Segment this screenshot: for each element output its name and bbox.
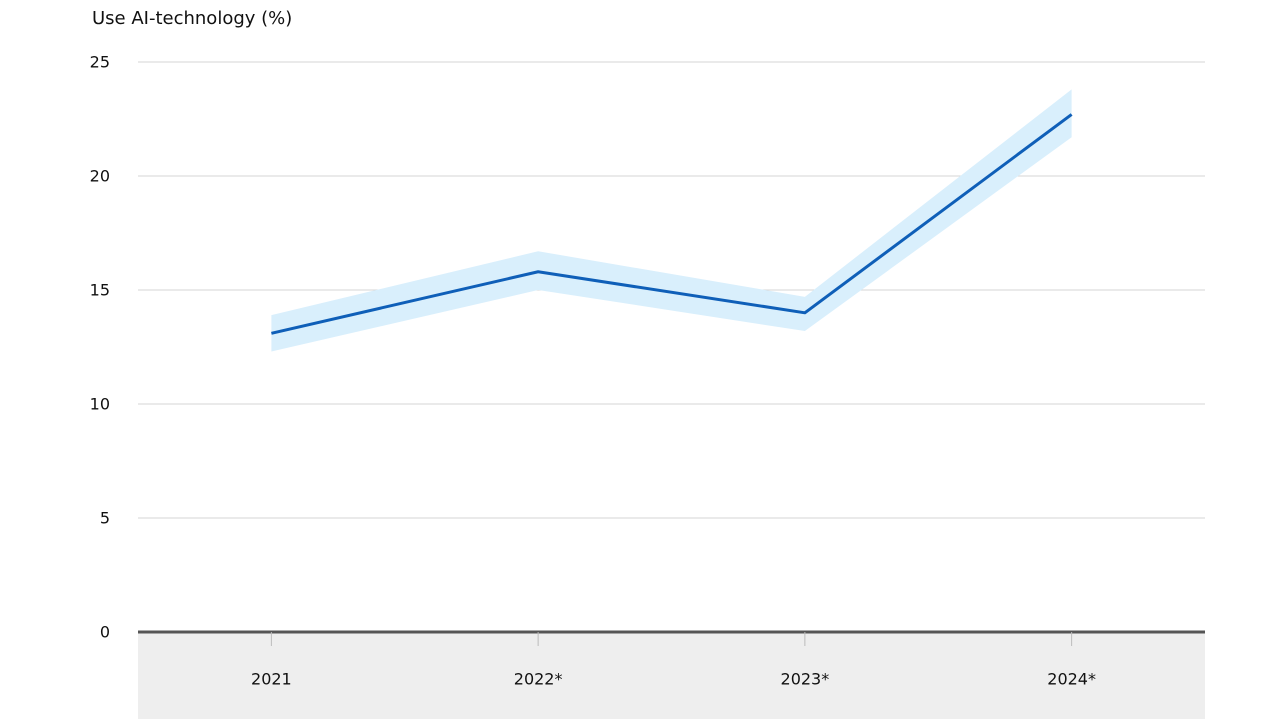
y-tick-label: 15 bbox=[90, 281, 110, 300]
x-tick-label: 2024* bbox=[1047, 670, 1096, 689]
y-tick-label: 25 bbox=[90, 53, 110, 72]
y-axis-title: Use AI-technology (%) bbox=[92, 8, 292, 29]
confidence-band bbox=[271, 89, 1072, 352]
y-tick-label: 5 bbox=[100, 509, 110, 528]
x-axis-background bbox=[138, 632, 1205, 719]
line bbox=[271, 113, 1073, 335]
y-tick-label: 20 bbox=[90, 167, 110, 186]
y-tick-label: 10 bbox=[90, 395, 110, 414]
x-tick-label: 2023* bbox=[781, 670, 830, 689]
x-tick-label: 2021 bbox=[251, 670, 292, 689]
y-tick-label: 0 bbox=[100, 623, 110, 642]
x-tick-label: 2022* bbox=[514, 670, 563, 689]
